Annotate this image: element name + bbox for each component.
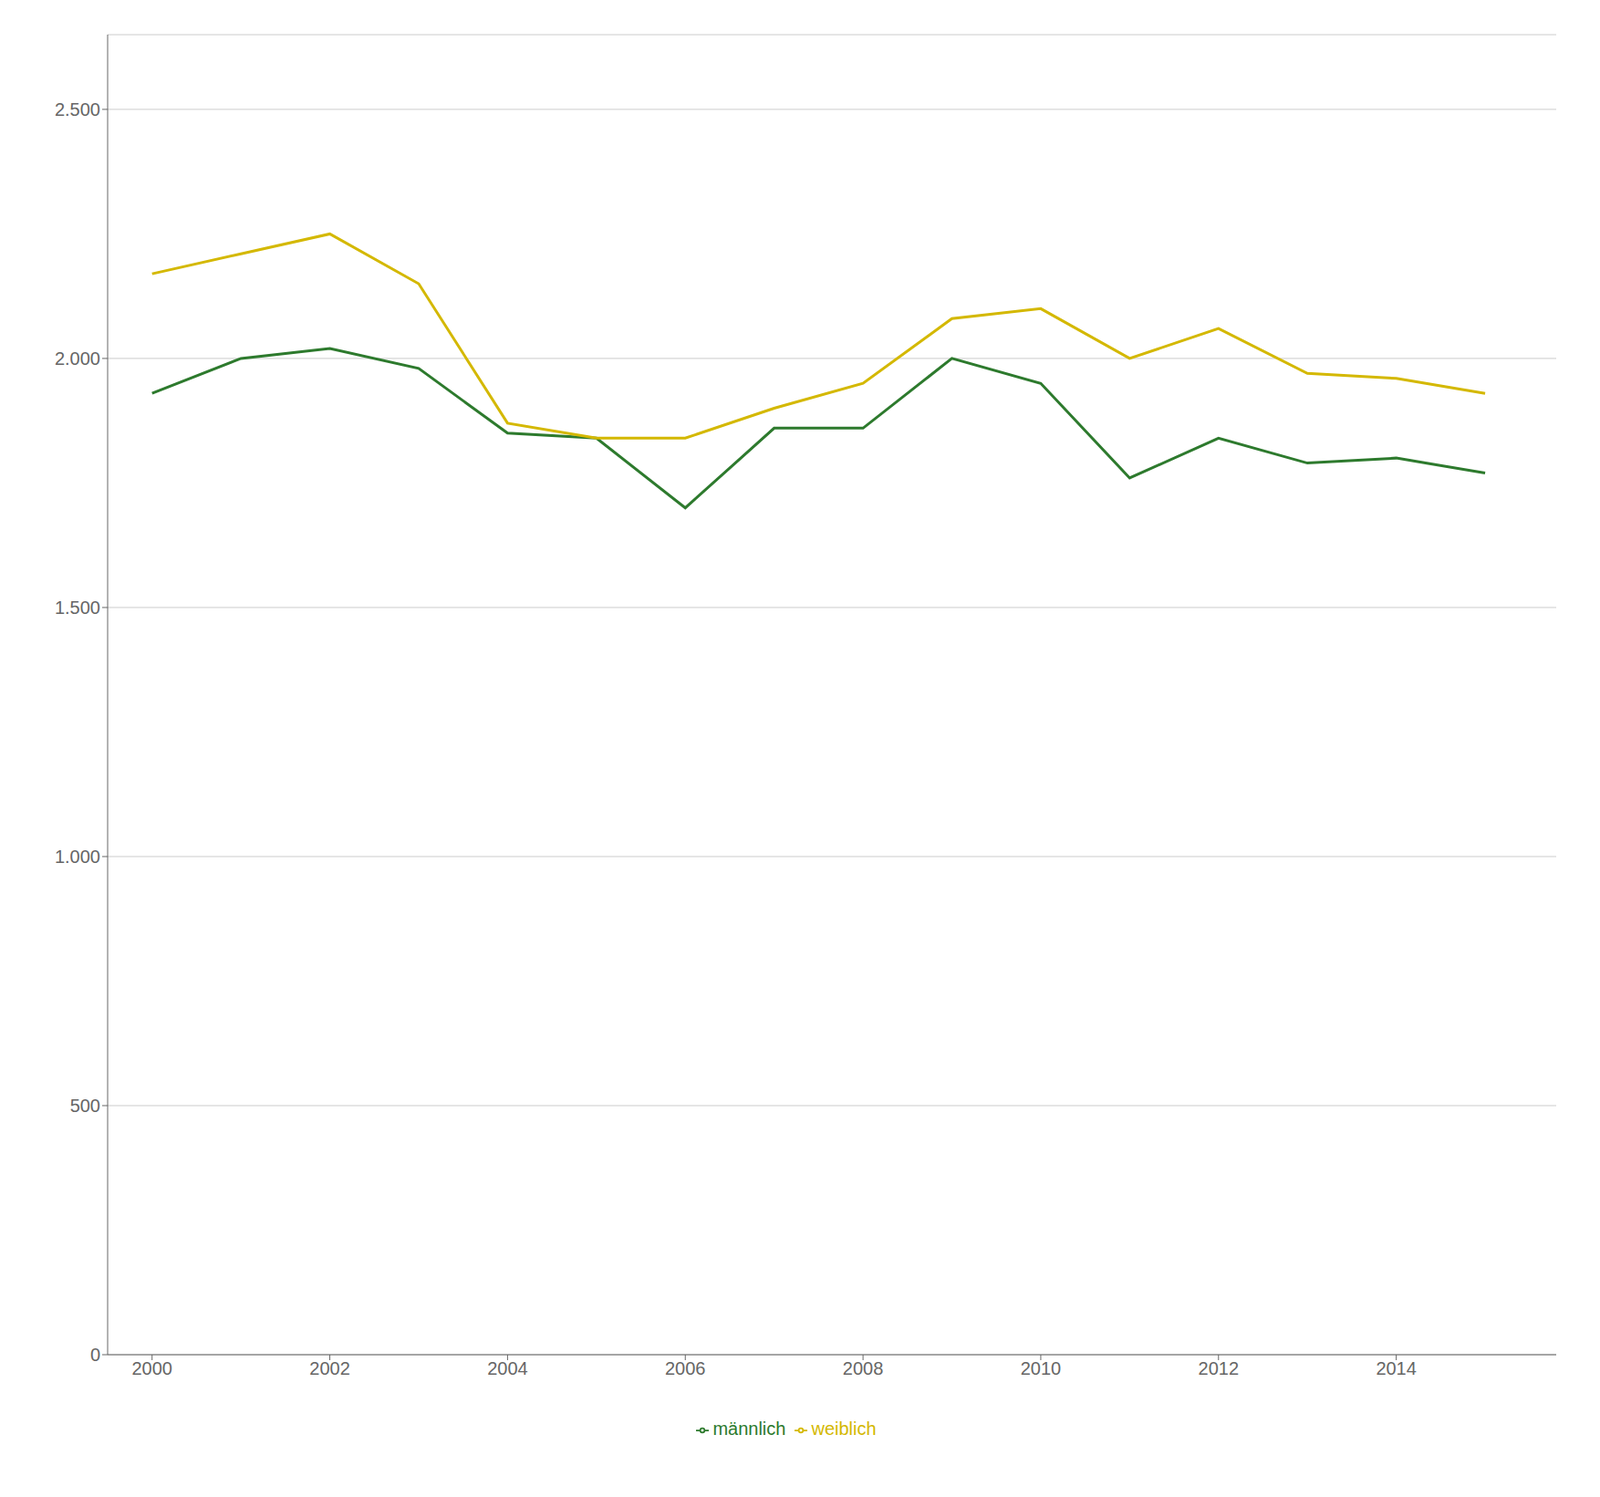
svg-text:2012: 2012: [1198, 1358, 1240, 1379]
html-text:weiblich: weiblich: [811, 1418, 877, 1439]
svg-text:2014: 2014: [1375, 1358, 1417, 1379]
svg-text:2006: 2006: [664, 1358, 707, 1379]
svg-text:1.500: 1.500: [54, 597, 101, 618]
svg-text:1.000: 1.000: [54, 846, 101, 867]
svg-text:2010: 2010: [1020, 1358, 1062, 1379]
svg-text:2002: 2002: [309, 1358, 351, 1379]
svg-text:2000: 2000: [131, 1358, 173, 1379]
svg-text:2004: 2004: [487, 1358, 529, 1379]
html-text:männlich: männlich: [712, 1418, 786, 1439]
svg-text:2008: 2008: [842, 1358, 884, 1379]
svg-text:500: 500: [70, 1095, 101, 1116]
svg-text:0: 0: [90, 1344, 101, 1365]
svg-text:2.000: 2.000: [54, 348, 101, 369]
svg-text:2.500: 2.500: [54, 99, 101, 120]
